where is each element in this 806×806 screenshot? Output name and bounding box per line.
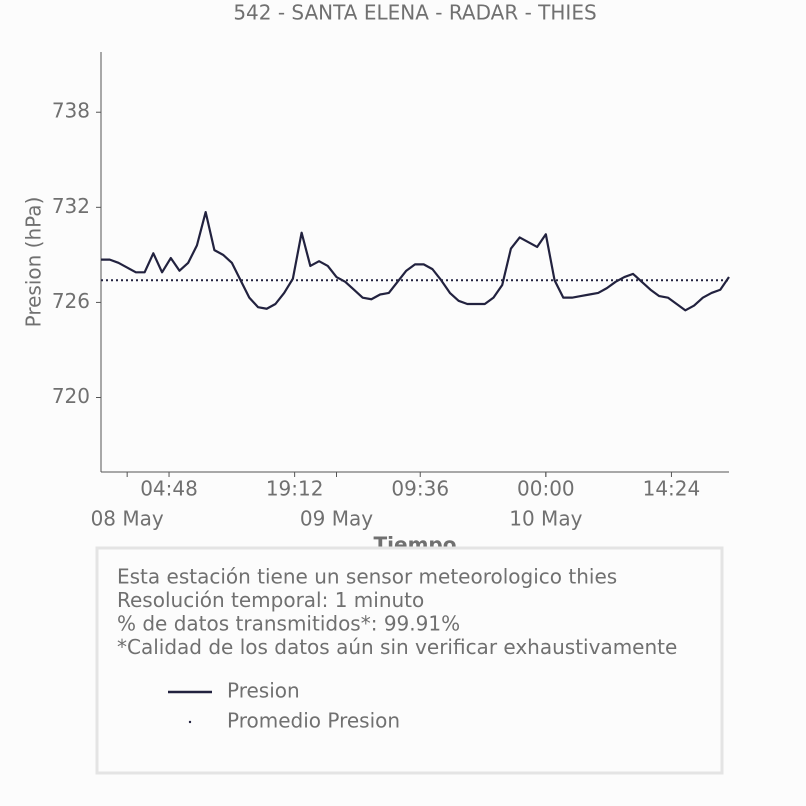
legend-label: Promedio Presion xyxy=(227,709,400,733)
x-day-label: 09 May xyxy=(300,507,373,531)
x-tick-label: 00:00 xyxy=(517,477,575,501)
legend-swatch xyxy=(188,720,192,724)
note: Resolución temporal: 1 minuto xyxy=(117,588,424,612)
chart-title: 542 - SANTA ELENA - RADAR - THIES xyxy=(233,1,596,25)
x-tick-label: 19:12 xyxy=(266,477,324,501)
y-axis-label: Presion (hPa) xyxy=(22,197,46,328)
note: *Calidad de los datos aún sin verificar … xyxy=(117,635,677,659)
data-line xyxy=(101,210,730,312)
x-tick-label: 04:48 xyxy=(140,477,198,501)
legend-box xyxy=(95,546,724,775)
x-day-label: 10 May xyxy=(509,507,582,531)
y-tick-label: 726 xyxy=(52,289,90,313)
y-tick-label: 720 xyxy=(52,384,90,408)
legend-label: Presion xyxy=(227,679,300,703)
note: Esta estación tiene un sensor meteorolog… xyxy=(117,565,617,589)
x-tick-label: 09:36 xyxy=(391,477,449,501)
y-tick-label: 738 xyxy=(52,99,90,123)
x-tick-label: 14:24 xyxy=(643,477,701,501)
x-day-label: 08 May xyxy=(91,507,164,531)
note: % de datos transmitidos*: 99.91% xyxy=(117,612,460,636)
y-tick-label: 732 xyxy=(52,194,90,218)
